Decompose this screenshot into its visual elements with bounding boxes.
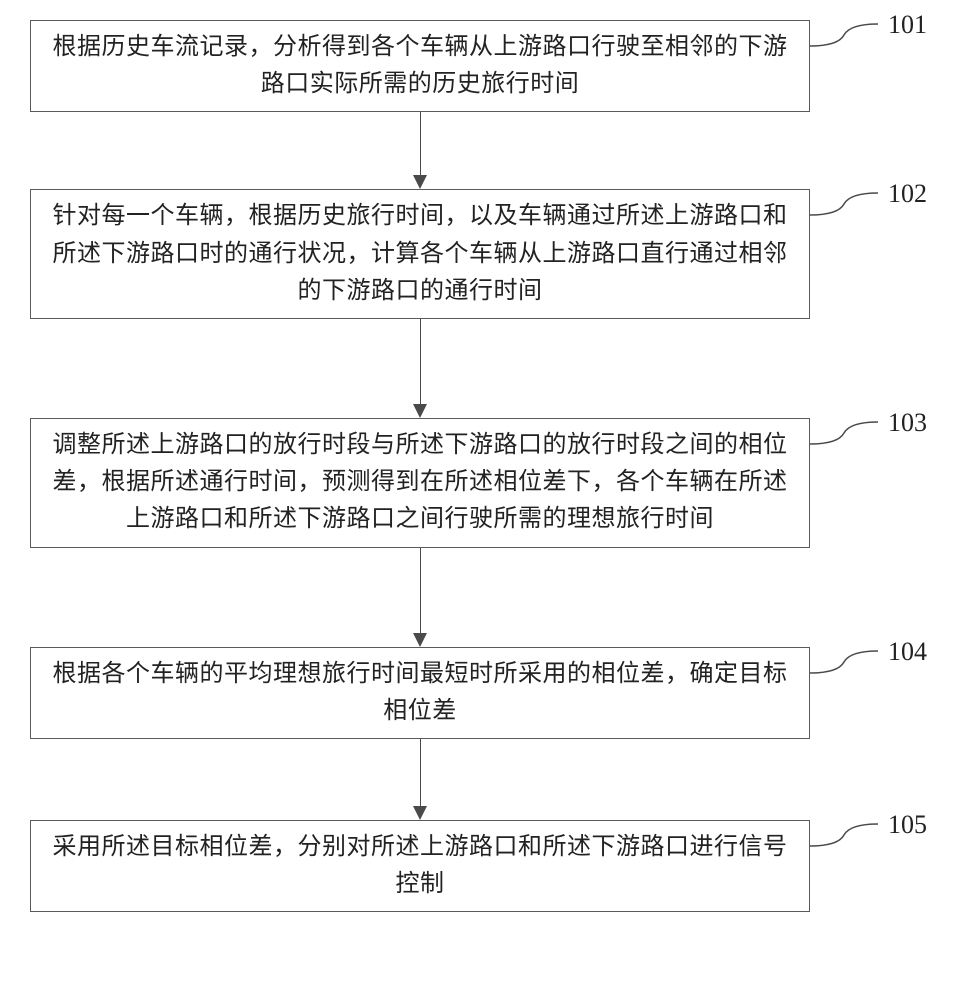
arrow-head-icon <box>413 806 427 820</box>
label-connector-curve <box>810 22 880 50</box>
arrow-head-icon <box>413 633 427 647</box>
step-label: 104 <box>888 637 927 667</box>
arrow-head-icon <box>413 175 427 189</box>
step-text: 采用所述目标相位差，分别对所述上游路口和所述下游路口进行信号控制 <box>53 834 788 897</box>
step-label: 101 <box>888 10 927 40</box>
flow-arrow <box>30 112 810 189</box>
step-label: 102 <box>888 179 927 209</box>
arrow-shaft <box>420 319 421 405</box>
flow-step: 采用所述目标相位差，分别对所述上游路口和所述下游路口进行信号控制 105 <box>30 820 930 912</box>
step-label: 105 <box>888 810 927 840</box>
flow-step: 调整所述上游路口的放行时段与所述下游路口的放行时段之间的相位差，根据所述通行时间… <box>30 418 930 548</box>
arrow-shaft <box>420 739 421 807</box>
flow-arrow <box>30 739 810 820</box>
step-label: 103 <box>888 408 927 438</box>
flow-step: 根据各个车辆的平均理想旅行时间最短时所采用的相位差，确定目标相位差 104 <box>30 647 930 739</box>
arrow-shaft <box>420 112 421 176</box>
step-text: 根据各个车辆的平均理想旅行时间最短时所采用的相位差，确定目标相位差 <box>53 661 788 724</box>
step-box-101: 根据历史车流记录，分析得到各个车辆从上游路口行驶至相邻的下游路口实际所需的历史旅… <box>30 20 810 112</box>
flow-arrow <box>30 548 810 647</box>
step-box-102: 针对每一个车辆，根据历史旅行时间，以及车辆通过所述上游路口和所述下游路口时的通行… <box>30 189 810 319</box>
flowchart-container: 根据历史车流记录，分析得到各个车辆从上游路口行驶至相邻的下游路口实际所需的历史旅… <box>30 20 930 912</box>
label-connector-curve <box>810 649 880 677</box>
step-text: 根据历史车流记录，分析得到各个车辆从上游路口行驶至相邻的下游路口实际所需的历史旅… <box>53 34 788 97</box>
arrow-shaft <box>420 548 421 634</box>
flow-step: 根据历史车流记录，分析得到各个车辆从上游路口行驶至相邻的下游路口实际所需的历史旅… <box>30 20 930 112</box>
step-text: 针对每一个车辆，根据历史旅行时间，以及车辆通过所述上游路口和所述下游路口时的通行… <box>53 203 788 303</box>
label-connector-curve <box>810 420 880 448</box>
label-connector-curve <box>810 191 880 219</box>
step-box-105: 采用所述目标相位差，分别对所述上游路口和所述下游路口进行信号控制 <box>30 820 810 912</box>
step-box-103: 调整所述上游路口的放行时段与所述下游路口的放行时段之间的相位差，根据所述通行时间… <box>30 418 810 548</box>
label-connector-curve <box>810 822 880 850</box>
step-box-104: 根据各个车辆的平均理想旅行时间最短时所采用的相位差，确定目标相位差 <box>30 647 810 739</box>
flow-step: 针对每一个车辆，根据历史旅行时间，以及车辆通过所述上游路口和所述下游路口时的通行… <box>30 189 930 319</box>
step-text: 调整所述上游路口的放行时段与所述下游路口的放行时段之间的相位差，根据所述通行时间… <box>53 432 788 532</box>
flow-arrow <box>30 319 810 418</box>
arrow-head-icon <box>413 404 427 418</box>
